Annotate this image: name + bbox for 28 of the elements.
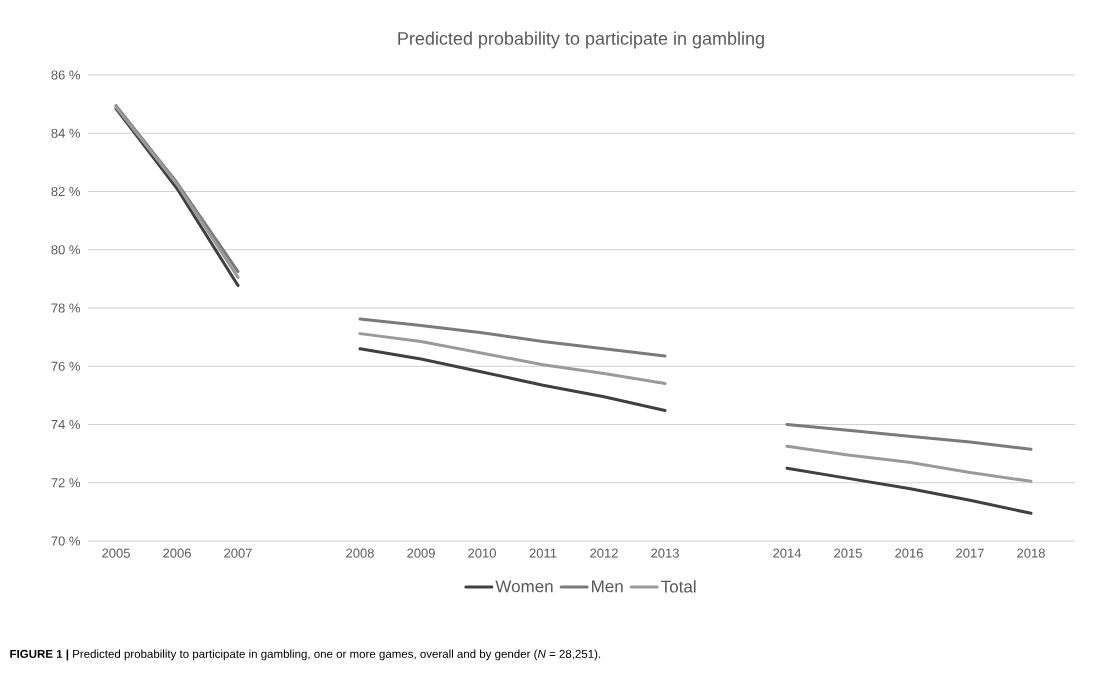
- y-tick-label: 72 %: [51, 478, 81, 488]
- x-tick-label: 2005: [102, 548, 130, 558]
- legend-label: Men: [592, 580, 623, 593]
- x-tick-label: 2016: [895, 548, 923, 558]
- x-tick-label: 2008: [346, 548, 374, 558]
- x-tick-label: 2017: [956, 548, 984, 558]
- x-tick-label: 2010: [468, 548, 496, 558]
- y-tick-label: 76 %: [51, 361, 81, 371]
- y-tick-label: 70 %: [51, 536, 81, 546]
- x-tick-label: 2014: [773, 548, 802, 558]
- chart-title: Predicted probability to participate in gambling: [398, 31, 764, 49]
- y-tick-label: 78 %: [51, 303, 81, 313]
- y-tick-label: 82 %: [51, 186, 81, 197]
- x-tick-label: 2011: [529, 548, 557, 558]
- legend-label: Women: [495, 580, 553, 593]
- y-tick-label: 74 %: [51, 419, 81, 430]
- x-tick-label: 2006: [163, 548, 191, 558]
- x-tick-label: 2013: [651, 548, 679, 558]
- x-tick-label: 2015: [834, 548, 862, 558]
- x-tick-label: 2007: [224, 548, 252, 558]
- legend-label: Total: [661, 580, 696, 593]
- x-tick-label: 2012: [590, 548, 618, 558]
- x-tick-label: 2009: [407, 548, 435, 558]
- text: FIGURE 1 | Predicted probability to participate in gambling, one or more games, overall and by gender (N = 28,251).: [10, 649, 601, 661]
- y-tick-label: 80 %: [51, 245, 81, 255]
- y-tick-label: 84 %: [51, 128, 81, 138]
- x-tick-label: 2018: [1017, 548, 1045, 558]
- y-tick-label: 86 %: [51, 70, 81, 80]
